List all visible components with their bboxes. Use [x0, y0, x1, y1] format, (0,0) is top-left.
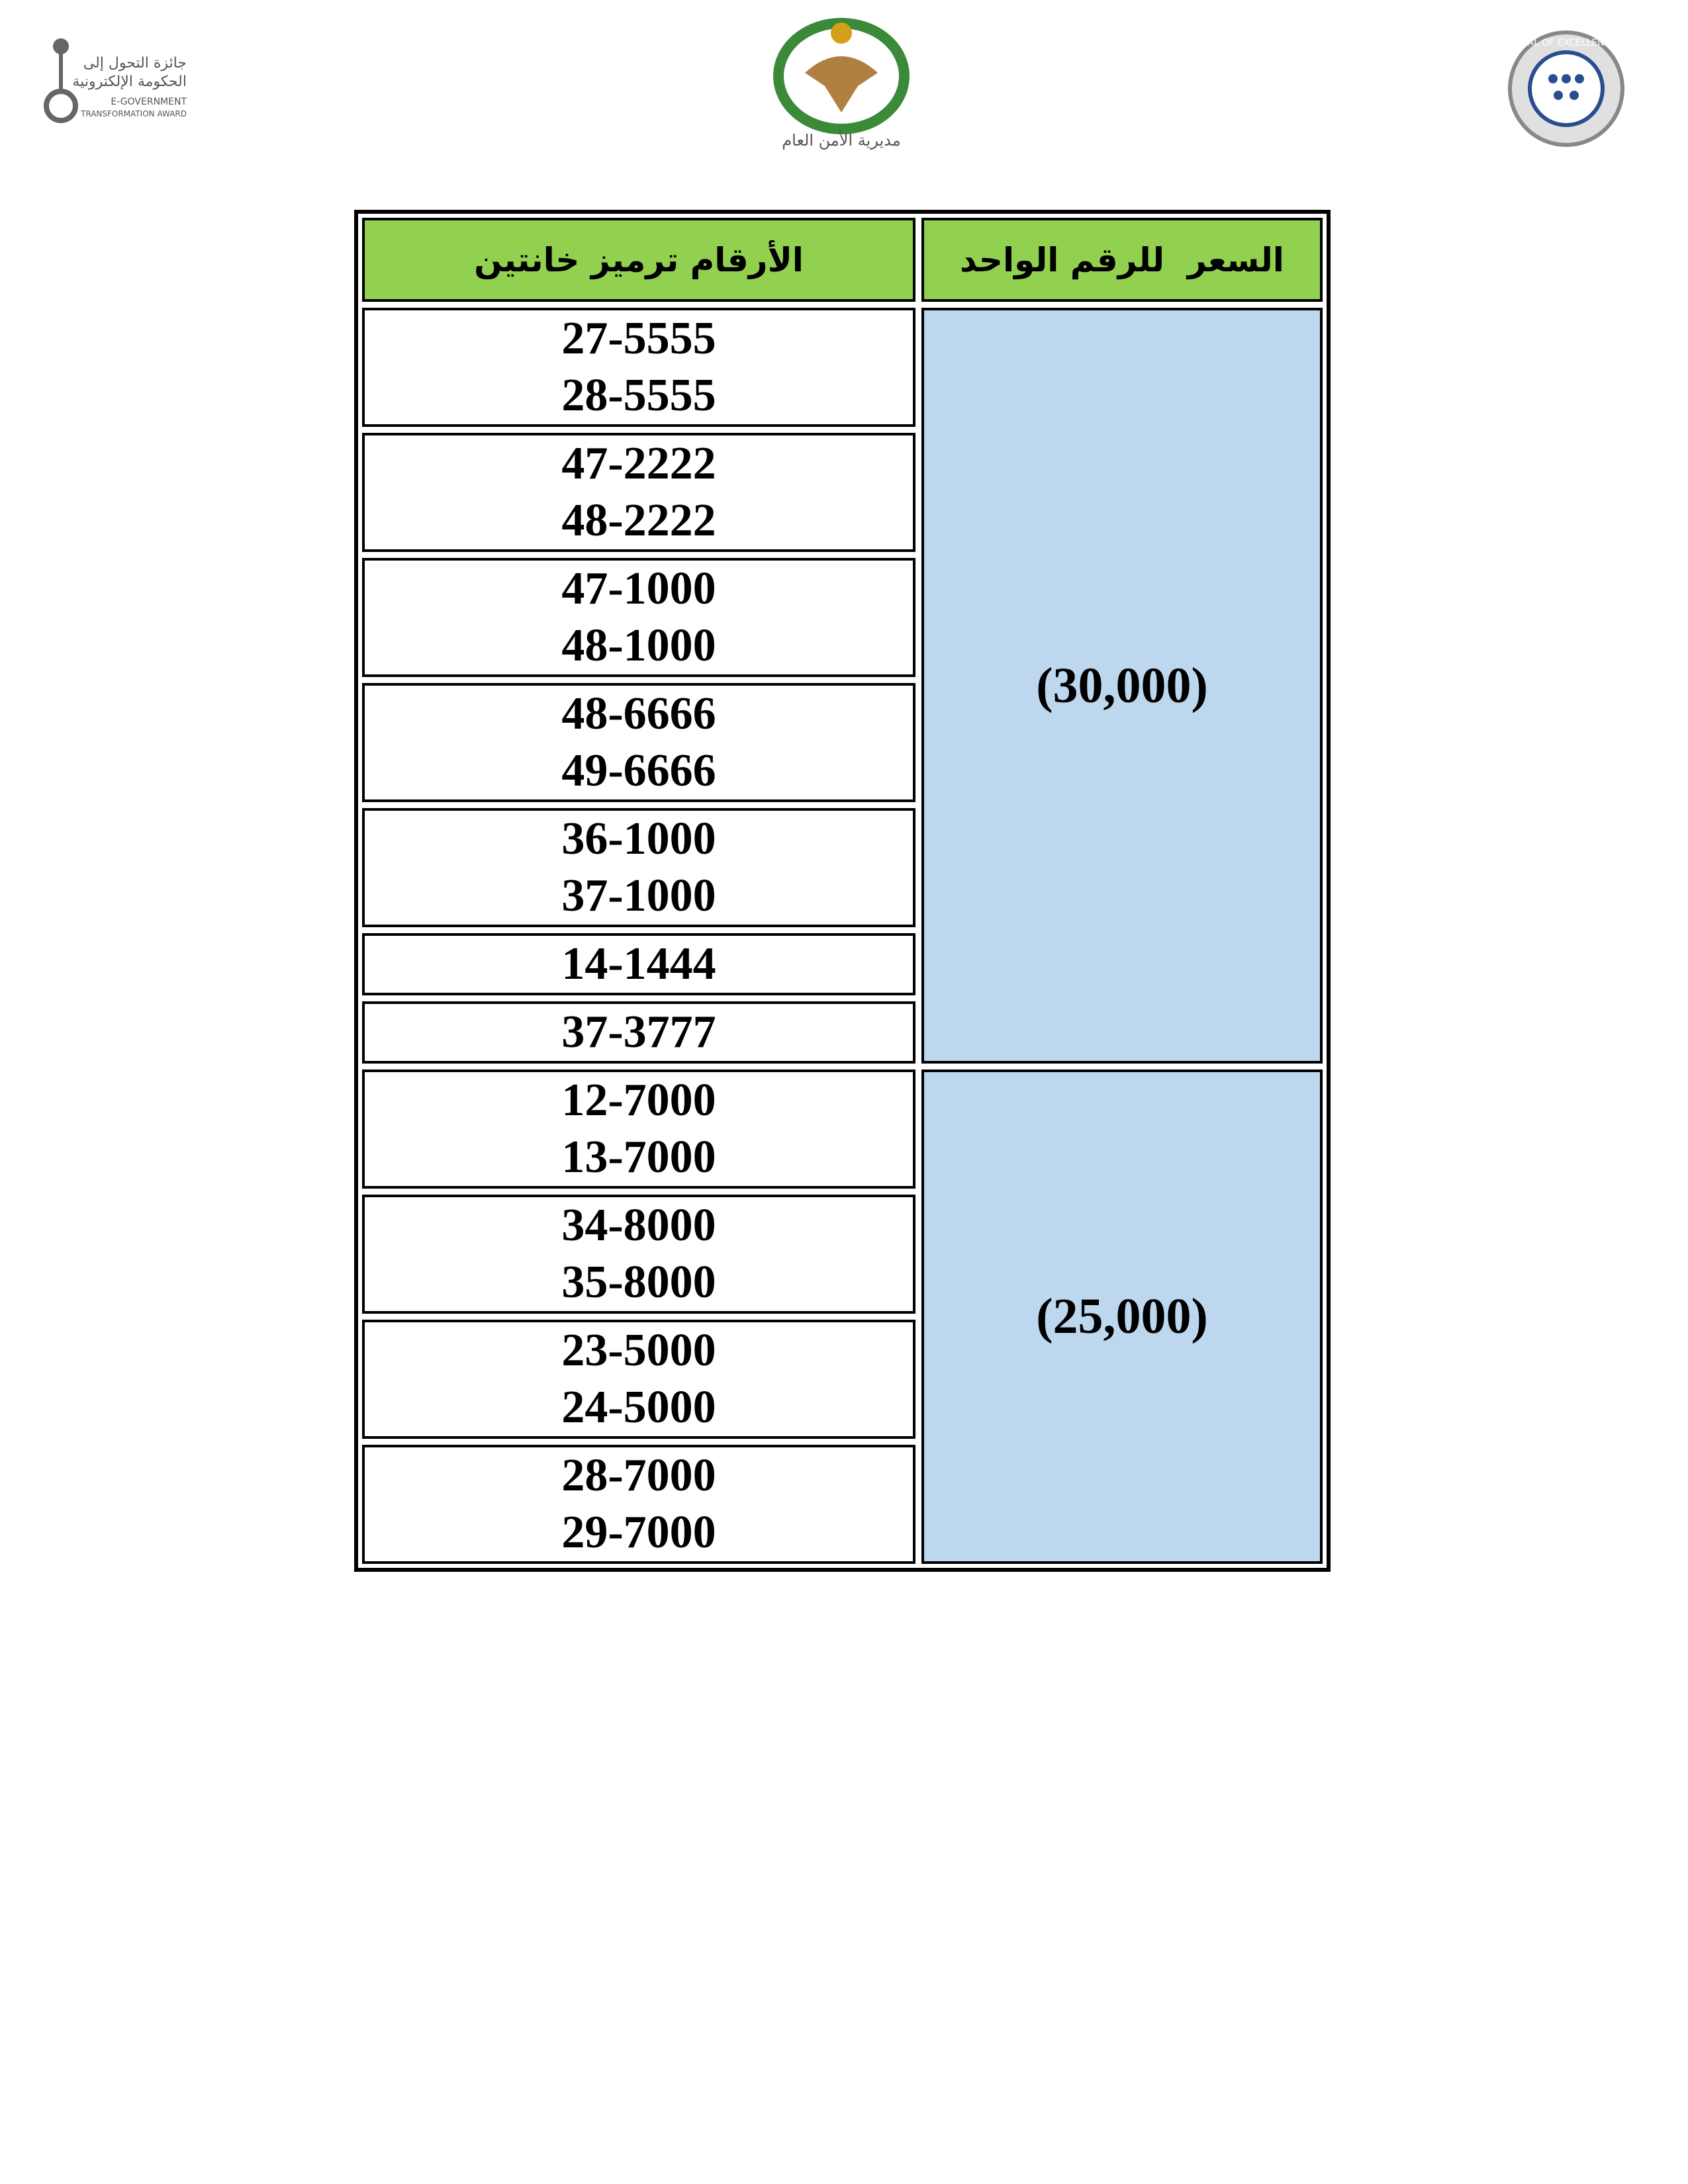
header-cell: الأرقام ترميز خانتين [362, 218, 915, 302]
plate-number: 47-2222 [561, 438, 716, 489]
number-group: 47-1000 48-1000 [362, 558, 915, 677]
logo-text: TRANSFORMATION AWARD [80, 109, 187, 118]
number-group: 23-5000 24-5000 [362, 1320, 915, 1439]
seal-text: SEAL OF EXCELLENCE [1516, 38, 1617, 48]
number-group: 28-7000 29-7000 [362, 1445, 915, 1564]
plate-number: 28-5555 [561, 370, 716, 421]
number-group: 36-1000 37-1000 [362, 808, 915, 927]
number-group: 37-3777 [362, 1001, 915, 1064]
logo-text: E-GOVERNMENT [111, 97, 187, 107]
number-group: 47-2222 48-2222 [362, 433, 915, 552]
logo-swirl [44, 89, 78, 123]
header-cell: السعر للرقم الواحد [921, 218, 1323, 302]
crown [831, 23, 852, 44]
plate-number: 14-1444 [561, 938, 716, 989]
emblem: مديرية الأمن العام [773, 18, 910, 150]
emblem-caption: مديرية الأمن العام [782, 130, 900, 150]
price-table: السعر للرقم الواحد الأرقام ترميز خانتين (3… [354, 210, 1331, 1572]
seal-inner [1528, 50, 1605, 127]
plate-number: 34-8000 [561, 1200, 716, 1251]
numbers-column: 27-5555 28-5555 47-2222 48-2222 47-1000 48-10… [362, 308, 915, 1064]
plate-number: 29-7000 [561, 1507, 716, 1558]
numbers-column: 12-7000 13-7000 34-8000 35-8000 23-5000 24-50… [362, 1069, 915, 1564]
eagle [805, 56, 878, 113]
plate-number: 48-2222 [561, 495, 716, 546]
plate-number: 37-1000 [561, 870, 716, 921]
seal-stars [1548, 74, 1584, 100]
price-section: (30,000) 27-5555 28-5555 47-2222 48-2222 47-1… [362, 308, 1323, 1064]
price-cell: (30,000) [921, 308, 1323, 1064]
number-group: 14-1444 [362, 933, 915, 995]
logo-star [53, 38, 69, 54]
price-cell: (25,000) [921, 1069, 1323, 1564]
header-row: السعر للرقم الواحد الأرقام ترميز خانتين [362, 218, 1323, 302]
plate-number: 23-5000 [561, 1325, 716, 1376]
plate-number: 12-7000 [561, 1075, 716, 1126]
award-logo: جائزة التحول إلى الحكومة الإلكترونية E-G… [44, 38, 187, 123]
logo-text: الحكومة الإلكترونية [72, 73, 187, 90]
plate-number: 28-7000 [561, 1450, 716, 1501]
plate-number: 37-3777 [561, 1007, 716, 1058]
number-group: 12-7000 13-7000 [362, 1069, 915, 1189]
plate-number: 49-6666 [561, 745, 716, 796]
plate-number: 27-5555 [561, 313, 716, 364]
number-group: 34-8000 35-8000 [362, 1195, 915, 1314]
plate-number: 13-7000 [561, 1132, 716, 1183]
plate-number: 48-6666 [561, 688, 716, 739]
plate-number: 24-5000 [561, 1382, 716, 1433]
number-group: 48-6666 49-6666 [362, 683, 915, 802]
seal-logo: SEAL OF EXCELLENCE [1508, 30, 1624, 147]
plate-number: 47-1000 [561, 563, 716, 614]
plate-number: 35-8000 [561, 1257, 716, 1308]
plate-number: 36-1000 [561, 813, 716, 864]
logo-text: جائزة التحول إلى [83, 55, 187, 71]
number-group: 27-5555 28-5555 [362, 308, 915, 427]
plate-number: 48-1000 [561, 620, 716, 671]
price-section: (25,000) 12-7000 13-7000 34-8000 35-8000 23-5… [362, 1069, 1323, 1564]
